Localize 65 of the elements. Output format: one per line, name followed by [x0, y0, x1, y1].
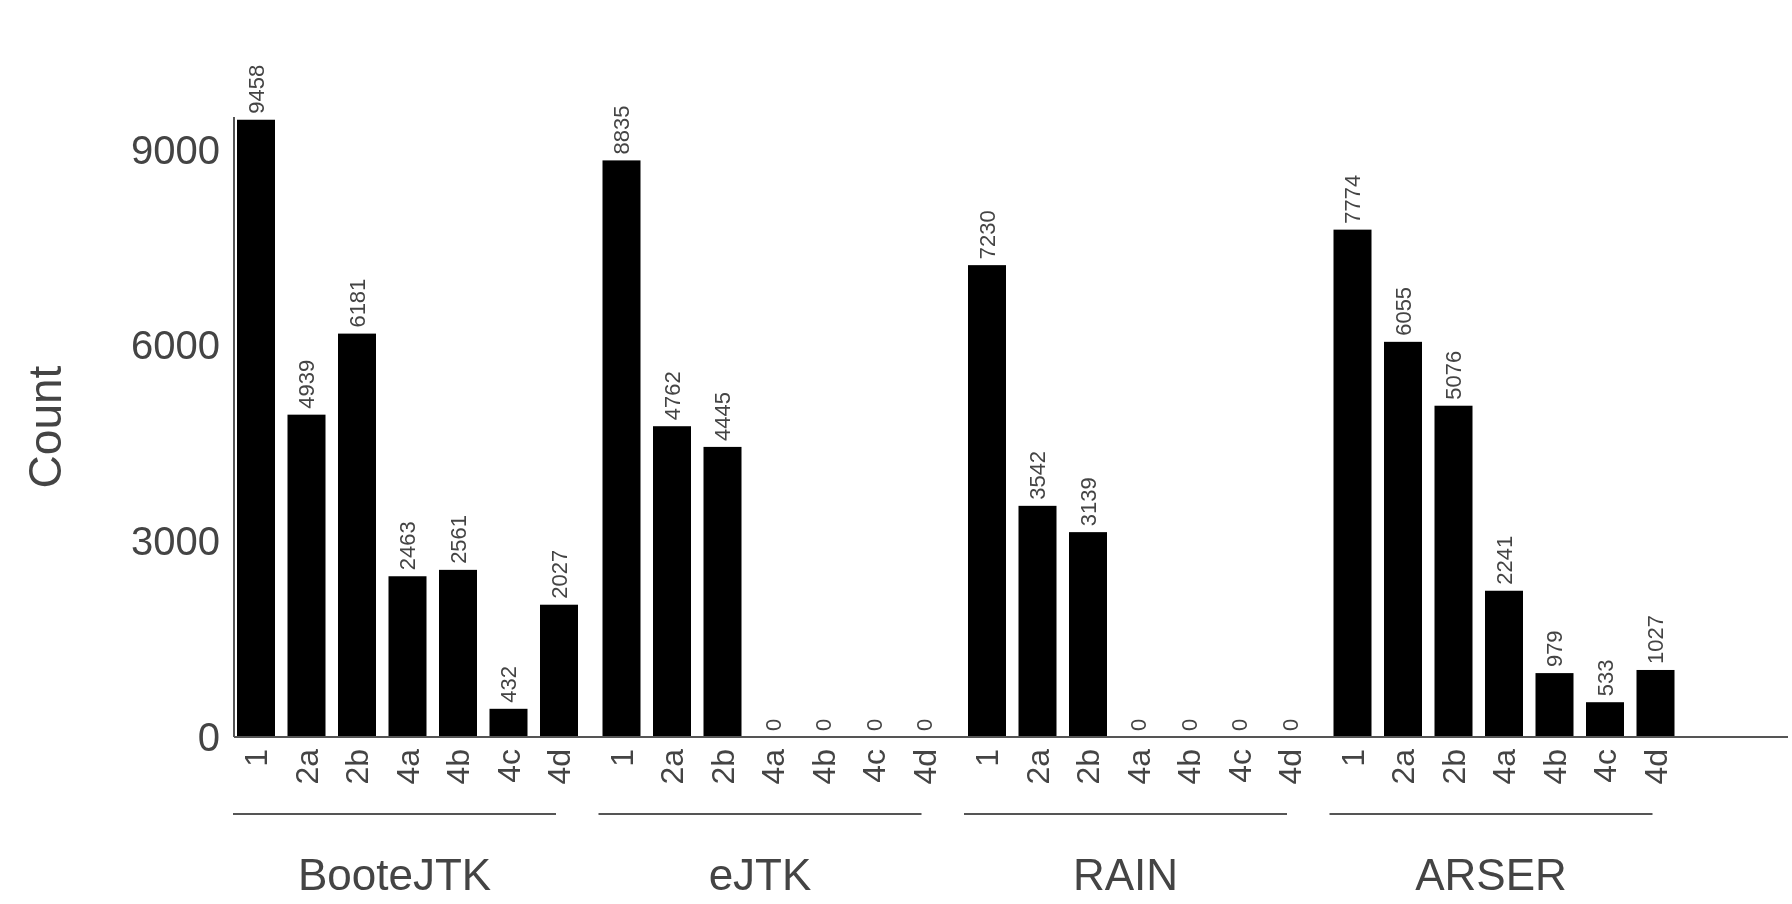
text: RAIN [1072, 850, 1179, 900]
x-tick-label: 4a [389, 748, 426, 785]
x-tick-label: 4d [1637, 749, 1674, 785]
x-tick-label: 2a [1385, 748, 1422, 785]
x-tick-label: 4b [1171, 749, 1208, 785]
data-label: 0 [912, 718, 938, 731]
x-tick-label: 4b [805, 749, 842, 785]
x-tick-label: 2b [1435, 749, 1472, 785]
data-label: 0 [1176, 718, 1202, 731]
x-tick-label: 4c [856, 749, 893, 783]
y-tick-label: 0 [197, 715, 220, 759]
y-tick-label: 6000 [131, 323, 220, 368]
x-tick-label: 1 [969, 749, 1006, 767]
data-label: 0 [861, 718, 887, 731]
x-tick-label: 4d [541, 749, 578, 785]
data-label: 2561 [445, 514, 471, 564]
x-tick-label: 4d [906, 749, 943, 785]
data-label: 4762 [659, 371, 685, 421]
x-tick-label: 4b [1536, 749, 1573, 785]
y-axis-title: Count [19, 365, 72, 489]
data-label: 2241 [1491, 535, 1517, 585]
x-tick-label: 4c [1587, 749, 1624, 783]
x-tick-label: 2b [1070, 749, 1107, 785]
x-tick-label: 1 [238, 749, 275, 767]
x-tick-label: 4a [1120, 748, 1157, 785]
x-tick-label: 4c [1221, 749, 1258, 783]
x-tick-label: 4b [440, 749, 477, 785]
data-label: 8835 [609, 105, 635, 155]
x-tick-label: 4a [755, 748, 792, 785]
data-label: 3542 [1025, 450, 1051, 500]
data-label: 1027 [1643, 615, 1669, 664]
x-tick-label: 2b [339, 749, 376, 785]
data-label: 979 [1542, 630, 1568, 668]
data-label: 4445 [710, 391, 736, 441]
x-tick-label: 2b [704, 749, 741, 785]
data-label: 2463 [395, 521, 421, 571]
x-tick-label: 1 [603, 749, 640, 767]
x-tick-label: 4c [490, 749, 527, 783]
text: BooteJTK [297, 850, 492, 900]
x-tick-label: 2a [1019, 748, 1056, 785]
data-label: 0 [811, 718, 837, 731]
data-label: 7774 [1340, 174, 1366, 224]
x-tick-label: 1 [1334, 749, 1371, 767]
x-tick-label: 2a [654, 748, 691, 785]
x-tick-label: 4a [1486, 748, 1523, 785]
data-label: 2027 [546, 549, 572, 599]
data-label: 0 [1126, 718, 1152, 731]
text: ARSER [1415, 850, 1567, 900]
x-tick-label: 2a [288, 748, 325, 785]
data-label: 5076 [1441, 350, 1467, 400]
x-tick-label: 4d [1272, 749, 1309, 785]
data-label: 7230 [974, 210, 1000, 260]
data-label: 0 [760, 718, 786, 731]
data-label: 0 [1227, 718, 1253, 731]
data-label: 0 [1277, 718, 1303, 731]
data-label: 9458 [243, 64, 269, 114]
data-label: 3139 [1075, 477, 1101, 527]
y-tick-label: 9000 [131, 127, 220, 172]
text: eJTK [708, 850, 812, 900]
data-label: 533 [1592, 659, 1618, 697]
data-label: 432 [496, 666, 522, 703]
data-label: 6055 [1390, 286, 1416, 336]
y-tick-label: 3000 [131, 519, 220, 564]
data-label: 4939 [294, 359, 320, 409]
data-label: 6181 [344, 278, 370, 328]
